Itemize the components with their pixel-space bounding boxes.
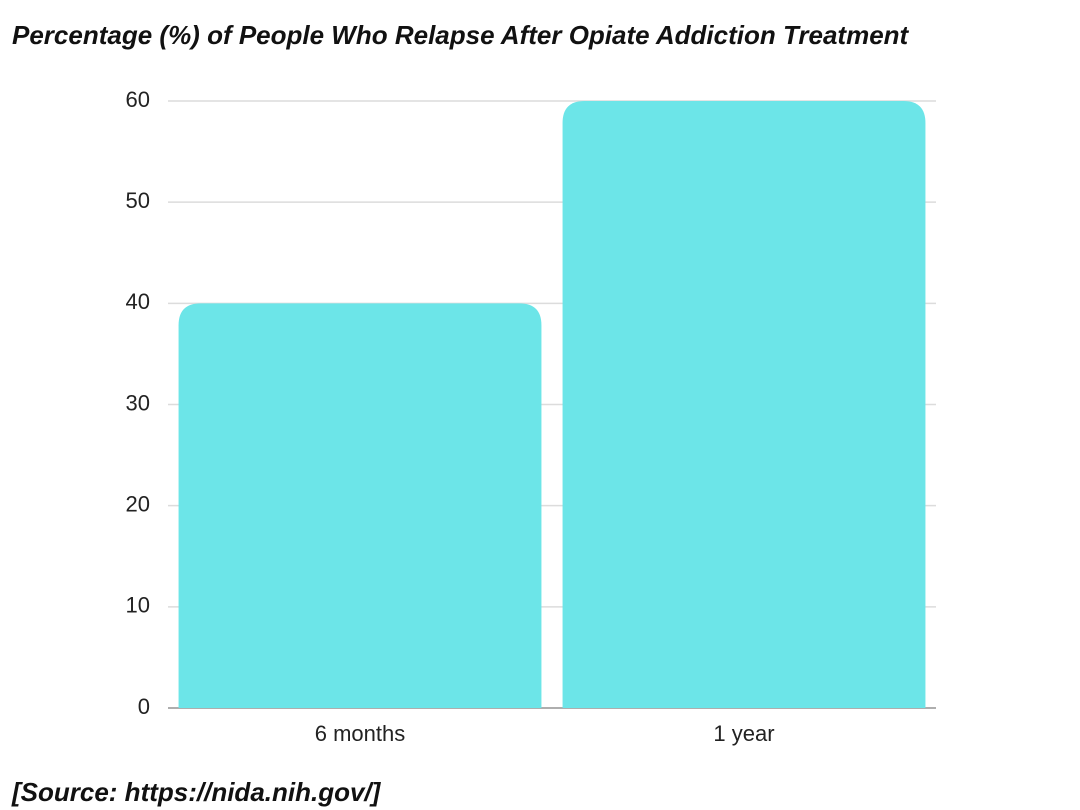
bar	[178, 303, 542, 708]
y-tick-label: 50	[126, 188, 150, 213]
y-tick-label: 0	[138, 694, 150, 719]
chart-title: Percentage (%) of People Who Relapse Aft…	[12, 20, 910, 50]
y-tick-label: 20	[126, 491, 150, 516]
y-tick-label: 60	[126, 87, 150, 112]
x-tick-label: 6 months	[315, 721, 406, 746]
bar	[562, 101, 926, 708]
y-tick-label: 30	[126, 390, 150, 415]
y-tick-label: 10	[126, 593, 150, 618]
x-tick-label: 1 year	[713, 721, 774, 746]
y-tick-label: 40	[126, 289, 150, 314]
source-note: [Source: https://nida.nih.gov/]	[11, 777, 382, 807]
